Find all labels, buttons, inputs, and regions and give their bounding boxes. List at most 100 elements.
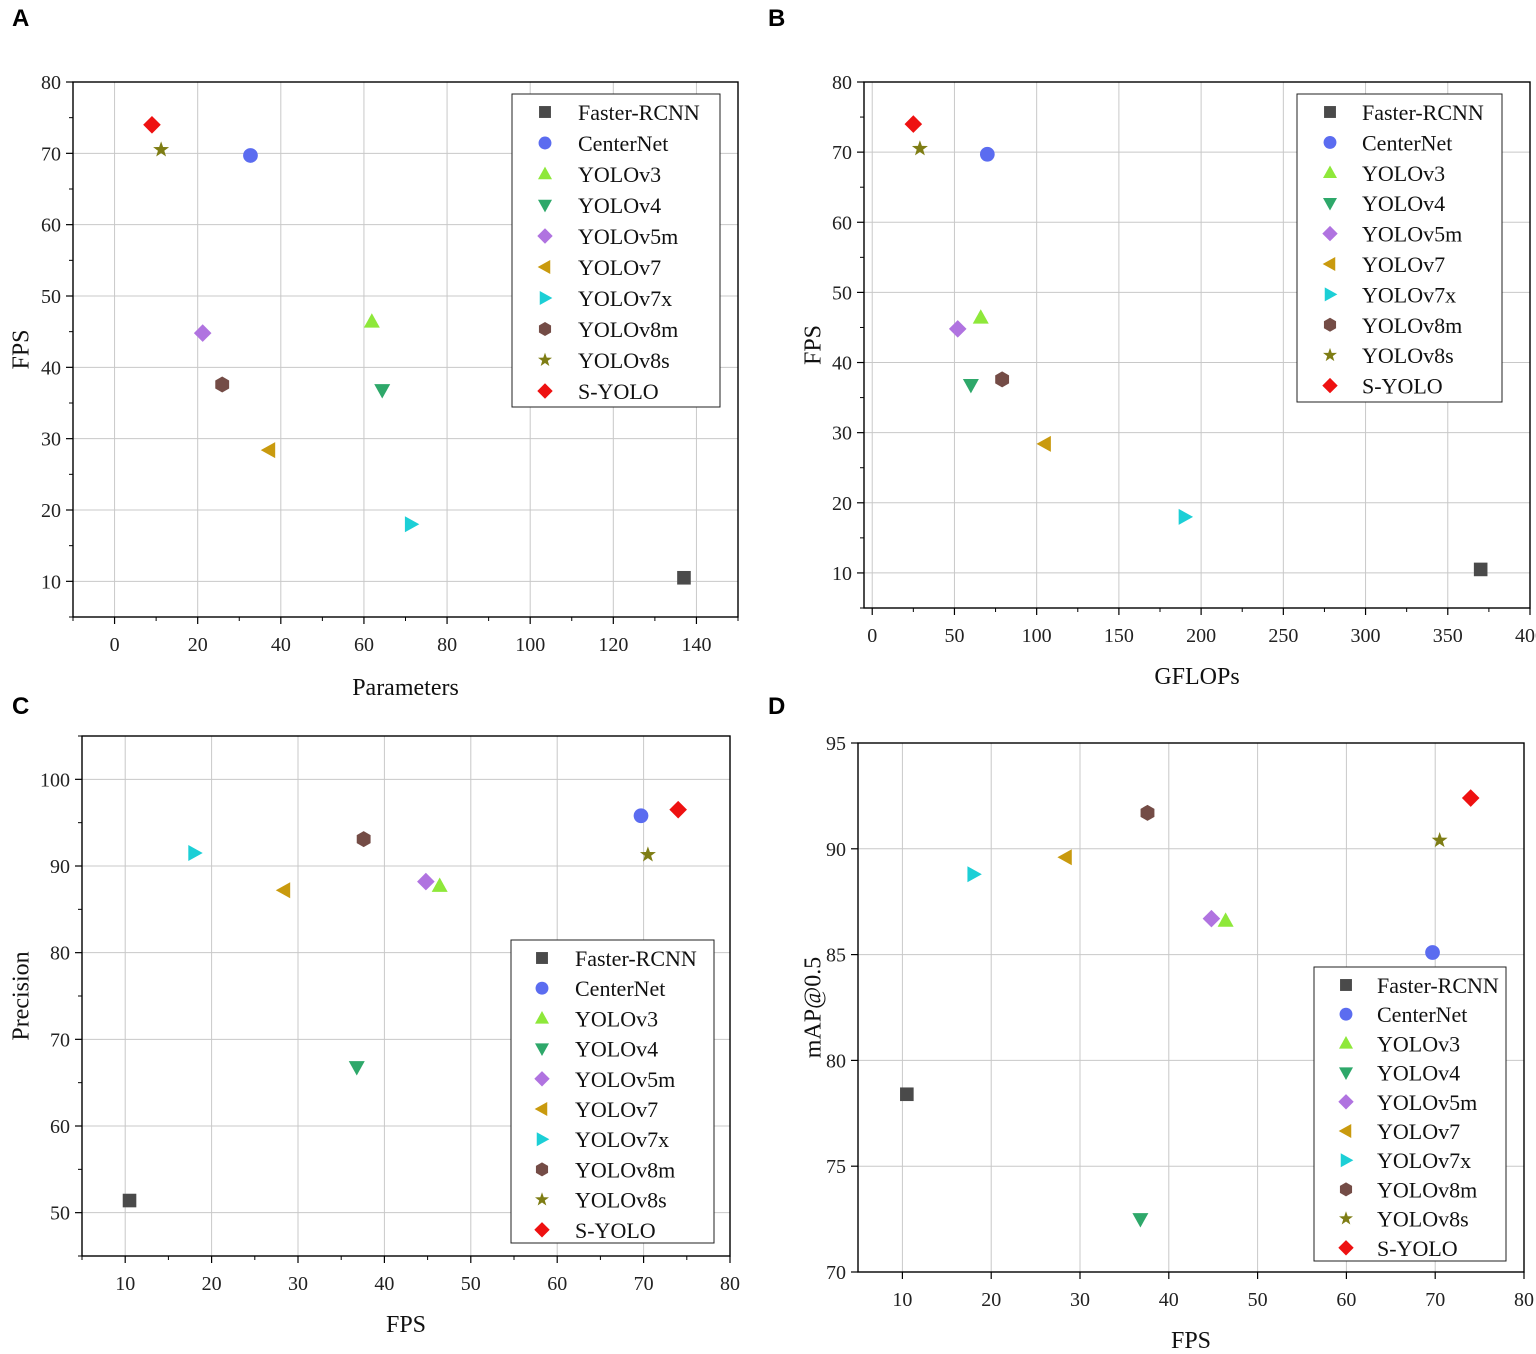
panel-a-legend-label-yolov7: YOLOv7 xyxy=(578,255,661,280)
panel-a-legend-marker-s-yolo xyxy=(537,383,553,399)
panel-b-legend-marker-yolov7x xyxy=(1324,287,1338,302)
panel-a-y-tick-label: 60 xyxy=(41,215,61,237)
panel-a-legend-marker-faster-rcnn xyxy=(539,106,551,118)
panel-b-legend-label-yolov4: YOLOv4 xyxy=(1362,191,1445,216)
panel-b-x-tick-label: 350 xyxy=(1433,625,1463,647)
panel-d-legend: Faster-RCNN CenterNet YOLOv3 YOLOv4 YOLOv5m Y… xyxy=(1313,966,1507,1262)
panel-d-point-yolov8s xyxy=(1431,831,1448,848)
panel-b-legend-marker-yolov5m xyxy=(1322,225,1338,242)
panel-b-x-tick-label: 100 xyxy=(1022,625,1052,647)
panel-a-legend-marker-centernet xyxy=(538,136,552,150)
panel-c-point-yolov8s xyxy=(639,846,656,862)
panel-a-legend-label-yolov8m: YOLOv8m xyxy=(578,317,678,342)
panel-a-legend-marker-yolov8m xyxy=(538,322,552,336)
panel-c-legend-marker-yolov7 xyxy=(534,1102,548,1116)
panel-c-y-axis-title: Precision xyxy=(8,951,34,1040)
panel-d-legend-label-yolov4: YOLOv4 xyxy=(1377,1061,1460,1086)
panel-d-point-yolov8m xyxy=(1140,804,1155,821)
panel-c-legend-marker-yolov5m xyxy=(534,1071,550,1087)
panel-b-y-tick-label: 30 xyxy=(832,423,852,445)
panel-c-legend-label-yolov8s: YOLOv8s xyxy=(575,1188,667,1213)
panel-c-x-tick-label: 20 xyxy=(202,1273,222,1295)
panel-a-legend-marker-yolov8s xyxy=(538,352,552,366)
panel-d-point-yolov7 xyxy=(1057,849,1072,866)
panel-b-point-yolov4 xyxy=(962,378,979,394)
panel-d-legend-marker-yolov5m xyxy=(1338,1094,1354,1110)
panel-c-legend-marker-yolov7x xyxy=(536,1132,550,1147)
panel-d-point-yolov4 xyxy=(1132,1213,1149,1228)
panel-c-legend-label-faster-rcnn: Faster-RCNN xyxy=(575,946,697,971)
panel-a-y-tick-label: 50 xyxy=(41,286,61,308)
panel-d-x-tick-label: 80 xyxy=(1514,1289,1534,1311)
panel-d-legend-marker-yolov7x xyxy=(1340,1153,1354,1168)
panel-a-y-axis-title: FPS xyxy=(8,329,34,369)
panel-a-x-tick-label: 0 xyxy=(110,634,120,656)
panel-a-legend: Faster-RCNN CenterNet YOLOv3 YOLOv4 YOLOv5m Y… xyxy=(511,93,721,408)
panel-a-x-tick-label: 100 xyxy=(515,634,545,656)
panel-c-legend-marker-yolov8s xyxy=(535,1192,549,1206)
panel-b-point-centernet xyxy=(979,146,995,162)
panel-b-point-yolov7 xyxy=(1036,435,1051,452)
panel-a-legend-marker-yolov7 xyxy=(537,260,551,274)
panel-b-legend-marker-yolov8m xyxy=(1323,317,1337,332)
panel-a-legend-marker-yolov5m xyxy=(537,228,553,244)
panel-a-legend-label-yolov7x: YOLOv7x xyxy=(578,286,672,311)
panel-c-legend: Faster-RCNN CenterNet YOLOv3 YOLOv4 YOLOv5m Y… xyxy=(510,939,715,1244)
panel-c-legend-label-yolov5m: YOLOv5m xyxy=(575,1067,675,1092)
panel-b-legend-label-s-yolo: S-YOLO xyxy=(1362,374,1443,399)
panel-b-point-yolov5m xyxy=(948,320,967,338)
panel-d-x-tick-label: 70 xyxy=(1425,1289,1445,1311)
panel-c-x-tick-label: 80 xyxy=(720,1273,740,1295)
panel-a-legend-marker-yolov3 xyxy=(538,166,552,180)
panel-c-point-yolov8m xyxy=(356,831,371,848)
panel-d-legend-label-yolov7: YOLOv7 xyxy=(1377,1119,1460,1144)
panel-c-point-yolov3 xyxy=(431,877,448,892)
panel-d-x-tick-label: 40 xyxy=(1159,1289,1179,1311)
panel-b-x-axis-title: GFLOPs xyxy=(1154,664,1239,690)
panel-d-y-tick-label: 95 xyxy=(826,733,846,755)
panel-c-legend-label-yolov8m: YOLOv8m xyxy=(575,1157,675,1182)
panel-a-point-yolov8s xyxy=(153,141,170,157)
panel-b-legend-label-yolov5m: YOLOv5m xyxy=(1362,222,1462,247)
panel-d-legend-marker-yolov7 xyxy=(1338,1124,1352,1138)
panel-d-x-tick-label: 30 xyxy=(1070,1289,1090,1311)
panel-d-plot-frame xyxy=(857,742,1525,1273)
panel-b-legend-marker-yolov4 xyxy=(1323,197,1337,211)
panel-b-legend-marker-centernet xyxy=(1323,135,1337,149)
panel-b-point-yolov8s xyxy=(911,140,928,156)
panel-a-point-yolov8m xyxy=(215,376,230,393)
panel-d-legend-marker-yolov3 xyxy=(1339,1036,1353,1049)
panel-a-y-tick-label: 20 xyxy=(41,500,61,522)
panel-a-legend-marker-yolov4 xyxy=(538,199,552,213)
panel-b-legend-label-faster-rcnn: Faster-RCNN xyxy=(1362,100,1484,125)
panel-a-point-yolov3 xyxy=(363,313,380,328)
panel-a-x-tick-label: 120 xyxy=(598,634,628,656)
panel-d-legend-label-centernet: CenterNet xyxy=(1377,1002,1467,1027)
panel-a-point-faster-rcnn xyxy=(677,570,691,585)
panel-c-x-tick-label: 60 xyxy=(547,1273,567,1295)
panel-c-legend-label-yolov4: YOLOv4 xyxy=(575,1037,658,1062)
panel-c-y-tick-label: 50 xyxy=(50,1203,70,1225)
panel-b-x-tick-label: 50 xyxy=(944,625,964,647)
panel-c-legend-label-centernet: CenterNet xyxy=(575,976,665,1001)
panel-b-x-tick-label: 300 xyxy=(1351,625,1381,647)
panel-b-point-yolov7x xyxy=(1178,508,1194,525)
panel-a-legend-label-s-yolo: S-YOLO xyxy=(578,379,659,404)
panel-c-x-axis-title: FPS xyxy=(386,1312,426,1338)
panel-b-x-tick-label: 400 xyxy=(1515,625,1536,647)
panel-c-y-tick-label: 100 xyxy=(40,769,70,791)
panel-b: B 0 50 100 150 200 250 300 350 400 10 20 30 40 50 60 70 8… xyxy=(768,5,1536,690)
panel-a-y-tick-label: 40 xyxy=(41,357,61,379)
panel-c-x-tick-label: 40 xyxy=(374,1273,394,1295)
panel-c-point-yolov4 xyxy=(348,1061,365,1076)
panel-d-legend-label-s-yolo: S-YOLO xyxy=(1377,1236,1458,1261)
panel-b-point-s-yolo xyxy=(904,115,923,133)
panel-a-point-yolov7x xyxy=(404,516,420,533)
panel-c-point-centernet xyxy=(633,808,649,824)
panel-a-point-s-yolo xyxy=(143,116,161,134)
panel-a-x-tick-label: 40 xyxy=(271,634,291,656)
panel-b-point-yolov8m xyxy=(995,371,1010,388)
panel-b-y-tick-label: 70 xyxy=(832,142,852,164)
panel-c-x-tick-label: 30 xyxy=(288,1273,308,1295)
